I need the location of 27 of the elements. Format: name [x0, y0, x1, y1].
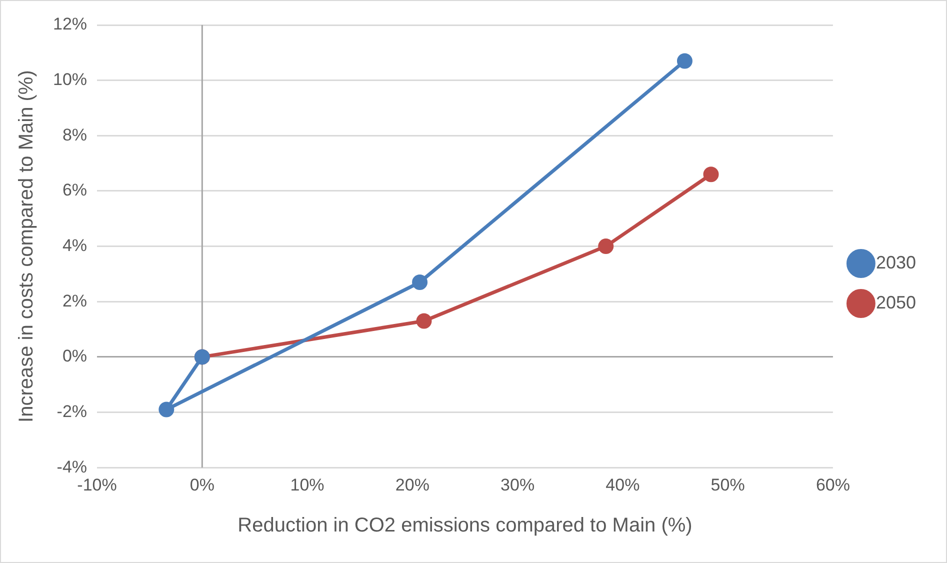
point — [412, 274, 428, 290]
y-tick-label: -2% — [56, 402, 88, 421]
x-tick-label: 60% — [816, 475, 850, 494]
y-tick-label: 8% — [62, 125, 88, 144]
y-tick-label: 0% — [62, 346, 88, 366]
y-axis-title: Increase in costs compared to Main (%) — [16, 70, 38, 422]
point — [703, 166, 719, 182]
legend-label: 2050 — [876, 292, 916, 312]
point — [676, 53, 692, 69]
y-tick-label: 12% — [52, 14, 88, 34]
x-tick-label: 10% — [290, 475, 324, 494]
y-tick-label: 2% — [62, 291, 88, 310]
point — [416, 313, 432, 329]
point — [598, 238, 614, 254]
legend-label: 2030 — [876, 252, 916, 272]
x-tick-label: 30% — [500, 475, 535, 494]
x-axis-title: Reduction in CO2 emissions compared to Main (%) — [238, 514, 692, 537]
x-tick-label: -10% — [77, 475, 117, 494]
x-tick-label: 0% — [190, 475, 214, 494]
x-tick-label: 20% — [395, 475, 430, 494]
y-tick-label: 6% — [62, 180, 88, 200]
y-tick-label: -4% — [56, 457, 88, 476]
point — [158, 402, 174, 418]
y-tick-label: 10% — [52, 70, 88, 90]
x-tick-label: 40% — [606, 475, 640, 494]
y-tick-label: 4% — [62, 236, 88, 255]
x-tick-label: 50% — [710, 475, 745, 494]
